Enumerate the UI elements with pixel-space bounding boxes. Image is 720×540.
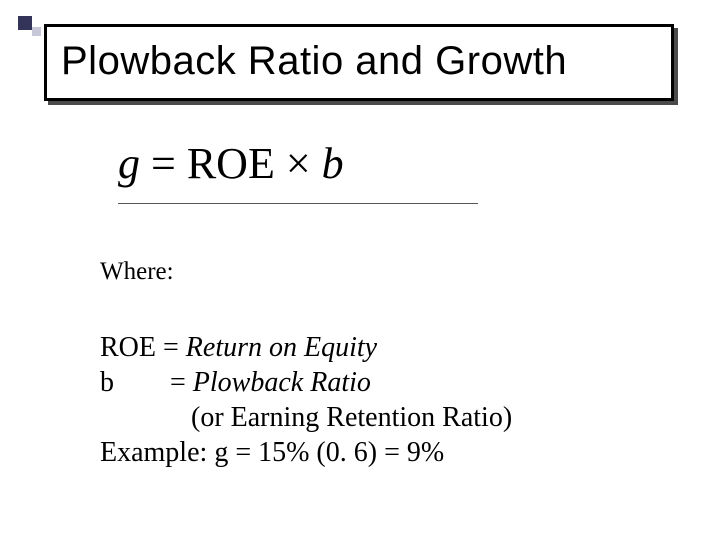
formula-region: g = ROE × b [118, 138, 478, 204]
where-label: Where: [100, 258, 174, 286]
def-b-pad [114, 367, 170, 398]
def-roe-row: ROE = Return on Equity [100, 330, 512, 365]
bullet-square-light [32, 27, 41, 36]
example-colon: : [200, 437, 215, 468]
def-b-row2: (or Earning Retention Ratio) [100, 400, 512, 435]
def-roe-sym: ROE [100, 332, 156, 363]
def-b2-indent [100, 402, 191, 433]
def-roe-text: Return on Equity [186, 332, 377, 363]
formula-b: b [322, 139, 344, 188]
def-b2-text: (or Earning Retention Ratio) [191, 402, 512, 433]
example-expr: g = 15% (0. 6) = 9% [214, 437, 444, 468]
formula-lhs: g [118, 139, 140, 188]
slide-bullet-decoration [18, 16, 40, 38]
title-box: Plowback Ratio and Growth [44, 24, 674, 101]
def-b-eq: = [170, 367, 193, 398]
def-b-sym: b [100, 367, 114, 398]
slide-title: Plowback Ratio and Growth [61, 39, 657, 84]
example-row: Example: g = 15% (0. 6) = 9% [100, 435, 512, 470]
formula-roe: ROE [187, 139, 275, 188]
formula-times: × [286, 139, 311, 188]
def-b-text: Plowback Ratio [193, 367, 371, 398]
def-roe-eq: = [156, 332, 186, 363]
formula-eq: = [151, 139, 176, 188]
bullet-square-dark [18, 16, 32, 30]
def-b-row: b = Plowback Ratio [100, 365, 512, 400]
definitions-block: ROE = Return on Equity b = Plowback Rati… [100, 330, 512, 470]
formula: g = ROE × b [118, 139, 344, 188]
example-label: Example [100, 437, 200, 468]
